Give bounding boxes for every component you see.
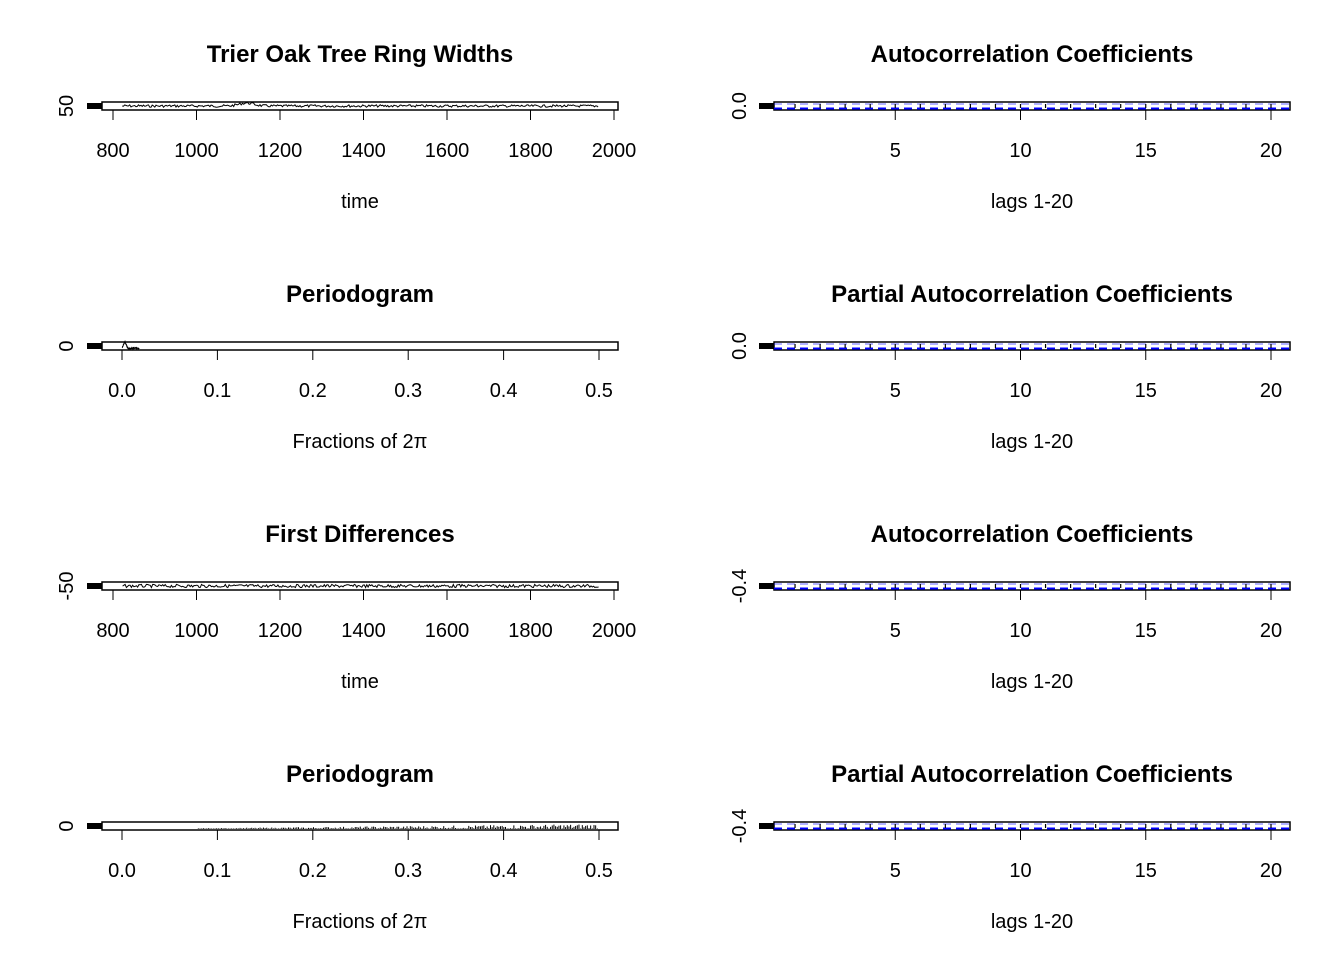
y-tick-label: 0.0 [729,92,751,120]
x-tick-label: 10 [1009,140,1031,162]
x-tick-label: 1600 [425,620,470,642]
chart-panel-8: Partial Autocorrelation Coefficients -0.4… [729,761,1291,933]
plot-frame [773,101,1291,111]
x-axis-label: Fractions of 2π [293,431,428,453]
x-tick-label: 1200 [258,140,303,162]
x-tick-label: 800 [96,620,129,642]
x-tick-label: 0.1 [203,860,231,882]
time-series-line [122,101,599,109]
plot-frame [773,341,1291,351]
x-tick-label: 1800 [508,620,553,642]
x-tick-label: 10 [1009,620,1031,642]
y-tick-label: 50 [56,95,78,117]
chart-title: First Differences [265,521,454,548]
chart-title: Trier Oak Tree Ring Widths [207,41,514,68]
x-tick-label: 0.4 [490,860,518,882]
x-axis-label: lags 1-20 [991,191,1073,213]
time-series-line [122,583,599,589]
x-tick-label: 15 [1135,860,1157,882]
x-tick-label: 5 [890,140,901,162]
x-tick-label: 1000 [174,140,219,162]
plot-frame [101,341,619,351]
x-tick-label: 1400 [341,140,386,162]
chart-panel-6: Autocorrelation Coefficients -0.4 5 10 15 20 l… [729,521,1291,693]
y-tick-label: -0.4 [729,569,751,603]
x-tick-label: 800 [96,140,129,162]
y-tick-label: 0 [56,820,78,831]
x-tick-label: 10 [1009,860,1031,882]
x-tick-label: 1600 [425,140,470,162]
x-tick-label: 15 [1135,620,1157,642]
chart-panel-4: Partial Autocorrelation Coefficients 0.0 5… [729,281,1291,453]
x-axis-label: lags 1-20 [991,911,1073,933]
x-tick-label: 2000 [592,140,637,162]
y-tick-label: 0.0 [729,332,751,360]
plot-content [774,583,1290,590]
plot-frame [773,821,1291,831]
chart-title: Autocorrelation Coefficients [871,521,1194,548]
chart-title: Autocorrelation Coefficients [871,41,1194,68]
y-tick-label: 0 [56,340,78,351]
x-tick-label: 1200 [258,620,303,642]
x-tick-label: 5 [890,620,901,642]
x-axis-label: time [341,191,379,213]
x-tick-label: 20 [1260,380,1282,402]
x-tick-label: 0.3 [394,380,422,402]
x-tick-label: 5 [890,380,901,402]
plot-content [774,823,1290,830]
x-tick-label: 1000 [174,620,219,642]
x-tick-label: 20 [1260,620,1282,642]
x-tick-label: 15 [1135,380,1157,402]
x-tick-label: 2000 [592,620,637,642]
y-tick-label: -0.4 [729,809,751,843]
plot-content [122,101,599,109]
chart-title: Partial Autocorrelation Coefficients [831,281,1233,308]
x-tick-label: 5 [890,860,901,882]
x-tick-label: 0.5 [585,380,613,402]
chart-panel-7: Periodogram 0 0.0 0.1 0.2 0.3 0.4 0.5 Fractions … [56,761,619,933]
chart-title: Periodogram [286,281,434,308]
chart-panel-1: Trier Oak Tree Ring Widths 50 800 1000 1200 1… [56,41,636,213]
x-tick-label: 15 [1135,140,1157,162]
periodogram-line [121,339,140,351]
y-tick-label: -50 [56,572,78,601]
x-tick-label: 20 [1260,140,1282,162]
plot-content [122,583,599,589]
x-tick-label: 0.5 [585,860,613,882]
chart-title: Partial Autocorrelation Coefficients [831,761,1233,788]
x-tick-label: 20 [1260,860,1282,882]
x-tick-label: 0.4 [490,380,518,402]
x-tick-label: 0.1 [203,380,231,402]
x-tick-label: 0.2 [299,860,327,882]
chart-title: Periodogram [286,761,434,788]
chart-panel-5: First Differences -50 800 1000 1200 1400 1600 1… [56,521,636,693]
plot-content [197,824,598,829]
x-tick-label: 0.0 [108,380,136,402]
x-axis-label: Fractions of 2π [293,911,428,933]
x-tick-label: 0.3 [394,860,422,882]
x-axis-label: lags 1-20 [991,671,1073,693]
plot-content [774,343,1290,350]
plot-content [121,339,140,351]
chart-panel-2: Autocorrelation Coefficients 0.0 5 10 15 20 la… [729,41,1291,213]
x-tick-label: 10 [1009,380,1031,402]
plot-frame [773,581,1291,591]
x-tick-label: 1400 [341,620,386,642]
x-tick-label: 0.2 [299,380,327,402]
x-tick-label: 1800 [508,140,553,162]
x-tick-label: 0.0 [108,860,136,882]
plot-content [774,103,1290,110]
x-axis-label: lags 1-20 [991,431,1073,453]
chart-panel-3: Periodogram 0 0.0 0.1 0.2 0.3 0.4 0.5 Fractions … [56,281,619,453]
x-axis-label: time [341,671,379,693]
